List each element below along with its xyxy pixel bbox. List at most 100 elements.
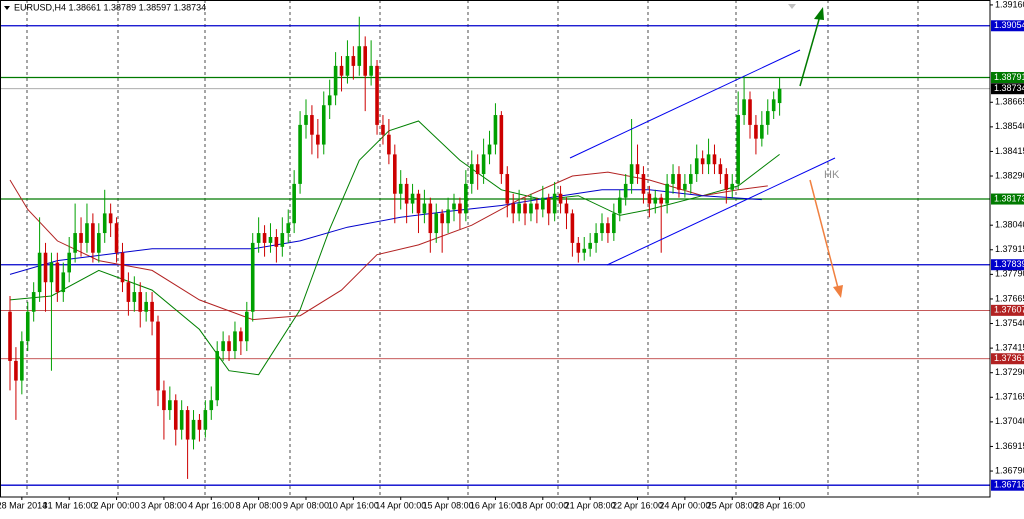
x-tick-label: 14 Apr 00:00 <box>375 500 426 510</box>
candle-body <box>233 331 237 352</box>
candle-body <box>754 124 758 139</box>
y-tick-label: 1.38415 <box>995 146 1024 156</box>
x-tick-label: 2 Apr 00:00 <box>94 500 140 510</box>
arrow-up-head <box>814 7 824 20</box>
candle-body <box>671 174 675 184</box>
annotation: HK <box>824 169 840 181</box>
candle-body <box>85 223 89 243</box>
drawings: HK <box>569 4 843 298</box>
candle-body <box>517 203 521 214</box>
candle-body <box>606 223 610 234</box>
y-tick-label: 1.38665 <box>995 97 1024 107</box>
candle-body <box>162 390 166 411</box>
candle-body <box>357 46 362 66</box>
candle-body <box>120 252 125 283</box>
candle-body <box>582 248 587 253</box>
candle-body <box>760 124 764 139</box>
candle-body <box>262 233 267 243</box>
candle-body <box>736 115 740 184</box>
candle-body <box>464 183 468 214</box>
x-tick-label: 28 Apr 16:00 <box>754 500 805 510</box>
candle-body <box>677 174 681 190</box>
candle-body <box>375 65 379 125</box>
x-tick-label: 16 Apr 16:00 <box>470 500 521 510</box>
candle-body <box>594 233 598 243</box>
level-box <box>991 353 1024 365</box>
candle-body <box>475 164 480 175</box>
candle-body <box>712 154 717 165</box>
candle-body <box>339 65 344 76</box>
candle-body <box>173 400 178 430</box>
candle-body <box>114 223 119 253</box>
candle-body <box>748 99 752 125</box>
candle-body <box>398 183 403 194</box>
candle-body <box>25 311 30 342</box>
level-box <box>991 71 1024 83</box>
candle-body <box>61 272 66 293</box>
shift-marker <box>788 4 796 9</box>
candle-body <box>535 203 539 210</box>
level-box <box>991 304 1024 316</box>
y-tick-label: 1.36790 <box>995 465 1024 475</box>
candle-body <box>168 400 172 411</box>
candle-body <box>742 99 746 116</box>
candle-body <box>428 203 433 234</box>
candle-body <box>369 65 373 76</box>
y-tick-label: 1.36915 <box>995 441 1024 451</box>
candle-body <box>327 95 332 106</box>
y-tick-label: 1.37915 <box>995 244 1024 254</box>
candle-body <box>179 410 184 430</box>
candle-body <box>67 252 71 273</box>
candle-body <box>150 301 154 322</box>
channel-upper <box>569 49 801 159</box>
candle-body <box>706 154 711 165</box>
x-tick-label: 31 Mar 16:00 <box>43 500 96 510</box>
candle-body <box>469 164 474 184</box>
arrow-down-head <box>833 285 843 298</box>
candle-body <box>564 203 569 214</box>
candle-body <box>316 134 320 145</box>
arrow-down <box>809 179 839 289</box>
candle-body <box>221 341 225 352</box>
menu-icon <box>4 6 10 10</box>
candle-body <box>641 174 646 194</box>
candle-body <box>280 233 285 247</box>
x-tick-label: 15 Apr 08:00 <box>423 500 474 510</box>
candle-body <box>552 193 557 214</box>
x-tick-label: 10 Apr 16:00 <box>328 500 379 510</box>
candle-body <box>91 223 95 253</box>
arrow-up <box>799 15 821 87</box>
candle-body <box>446 209 450 224</box>
x-tick-label: 18 Apr 00:00 <box>517 500 568 510</box>
candles <box>8 16 782 479</box>
x-tick-label: 3 Apr 08:00 <box>141 500 187 510</box>
x-tick-label: 21 Apr 08:00 <box>565 500 616 510</box>
candle-body <box>215 351 219 401</box>
candle-body <box>321 105 326 145</box>
candle-body <box>493 115 498 145</box>
candle-body <box>250 242 255 312</box>
candle-body <box>777 88 782 104</box>
candle-body <box>55 262 60 293</box>
candle-body <box>452 203 456 210</box>
level-label: 1.38173 <box>994 193 1024 203</box>
candle-body <box>108 213 113 224</box>
candle-body <box>387 134 391 155</box>
candle-body <box>765 111 770 125</box>
x-tick-label: 28 Mar 2014 <box>0 500 47 510</box>
candle-body <box>20 341 24 381</box>
candle-body <box>31 292 36 312</box>
candle-body <box>416 193 421 214</box>
candle-body <box>97 233 101 253</box>
candle-body <box>440 213 444 224</box>
candle-body <box>274 236 279 247</box>
candle-body <box>245 311 249 342</box>
x-tick-label: 22 Apr 16:00 <box>612 500 663 510</box>
candle-body <box>659 197 663 204</box>
x-tick-label: 24 Apr 00:00 <box>659 500 710 510</box>
candle-body <box>523 203 527 214</box>
y-tick-label: 1.38290 <box>995 170 1024 180</box>
y-tick-label: 1.37290 <box>995 367 1024 377</box>
candle-body <box>292 183 296 224</box>
